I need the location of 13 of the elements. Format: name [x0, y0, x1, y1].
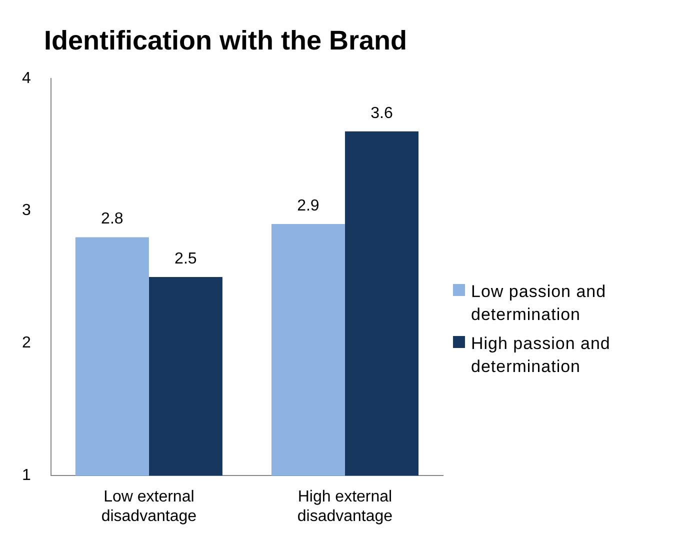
- legend-label: Low passion and determination: [471, 281, 608, 326]
- y-tick-label: 3: [22, 202, 31, 220]
- x-tick-label: Low external disadvantage: [101, 488, 197, 525]
- y-tick-label: 1: [22, 467, 31, 484]
- x-tick-label: High external disadvantage: [297, 488, 393, 525]
- y-tick-label: 2: [22, 334, 31, 352]
- y-tick-label: 4: [22, 70, 31, 87]
- chart-title: Identification with the Brand: [44, 26, 407, 56]
- data-label: 2.9: [297, 197, 320, 214]
- data-label: 2.5: [174, 250, 197, 268]
- data-label: 3.6: [370, 104, 393, 122]
- legend-label: High passion and determination: [471, 333, 612, 378]
- data-label: 2.8: [101, 210, 124, 228]
